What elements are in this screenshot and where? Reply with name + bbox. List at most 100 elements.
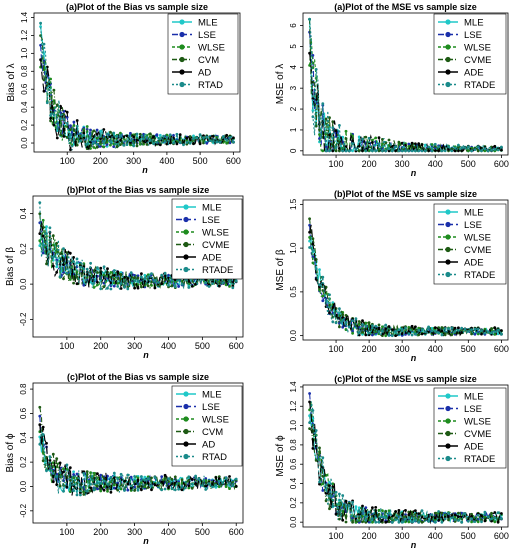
series-point-cvm — [55, 457, 59, 460]
series-point-cvme — [311, 237, 315, 241]
series-point-rtade — [473, 520, 477, 523]
series-point-rtade — [470, 149, 473, 153]
series-point-rtade — [404, 326, 407, 330]
series-point-ad — [148, 141, 152, 145]
series-point-wlse — [308, 64, 311, 67]
series-point-cvme — [387, 138, 391, 142]
series-point-rtade — [314, 68, 318, 71]
x-tick-label: 600 — [494, 531, 509, 541]
series-point-rtade — [374, 149, 378, 153]
series-point-rtad — [65, 463, 69, 467]
series-point-ade — [433, 149, 437, 152]
series-point-mle — [192, 134, 195, 138]
series-point-rtad — [150, 484, 153, 488]
series-point-rtade — [397, 149, 401, 153]
y-tick-label: 4 — [289, 65, 298, 70]
series-point-rtade — [334, 490, 338, 494]
series-point-ade — [397, 509, 401, 512]
series-point-rtad — [146, 477, 150, 480]
series-point-wlse — [140, 481, 143, 484]
series-point-rtad — [89, 482, 92, 486]
x-axis-label: n — [411, 168, 417, 178]
x-tick-label: 600 — [229, 341, 244, 351]
series-point-ad — [165, 142, 169, 146]
x-tick-label: 600 — [226, 156, 241, 166]
series-point-ad — [96, 472, 99, 475]
series-point-rtade — [450, 516, 454, 520]
y-tick-label: 0.0 — [289, 516, 298, 528]
y-axis-label: MSE of ϕ — [275, 435, 286, 477]
x-axis-label: n — [411, 540, 417, 550]
series-point-ade — [187, 279, 191, 283]
legend-swatch-marker — [445, 443, 451, 449]
series-point-cvme — [443, 333, 447, 337]
series-point-cvm — [180, 478, 184, 481]
series-point-ade — [414, 509, 417, 512]
x-tick-label: 200 — [362, 344, 377, 354]
panel-bias-lambda: (a)Plot of the Bias vs sample size 100 200… — [6, 2, 241, 175]
y-tick-label: 6 — [289, 23, 298, 28]
legend-swatch-marker — [445, 455, 451, 462]
series-point-ade — [361, 504, 364, 508]
series-point-ade — [493, 326, 497, 330]
series-point-rtad — [85, 489, 89, 493]
legend-swatch-marker — [445, 69, 451, 75]
series-point-cvme — [344, 137, 348, 140]
series-point-rtade — [156, 281, 160, 284]
series-point-rtade — [321, 102, 325, 106]
panel-mse-phi: (c)Plot of the MSE vs sample size 100 200 3… — [275, 374, 509, 550]
series-point-cvme — [417, 515, 421, 519]
series-point-ad — [39, 58, 42, 62]
series-point-ade — [357, 144, 361, 148]
series-point-lse — [72, 473, 75, 476]
legend-entry-cvme: CVME — [202, 240, 229, 251]
series-point-rtad — [105, 132, 109, 136]
x-tick-label: 400 — [428, 531, 443, 541]
series-point-rtade — [364, 324, 368, 328]
series-point-rtade — [500, 517, 503, 520]
x-tick-label: 300 — [395, 159, 410, 169]
series-point-rtade — [387, 334, 391, 337]
series-point-rtade — [341, 319, 345, 322]
series-point-rtade — [308, 246, 311, 249]
series-point-rtade — [65, 271, 69, 275]
series-point-rtade — [394, 145, 397, 149]
series-point-cvme — [476, 149, 480, 153]
series-point-lse — [133, 485, 137, 489]
series-point-ad — [198, 142, 202, 146]
series-point-rtade — [48, 226, 52, 230]
legend-entry-cvme: CVME — [464, 55, 491, 66]
series-point-rtad — [178, 141, 182, 144]
series-point-ad — [185, 136, 189, 140]
series-point-rtad — [177, 487, 181, 491]
series-point-ad — [82, 131, 86, 135]
series-point-rtade — [204, 281, 208, 285]
series-point-cvme — [38, 212, 42, 216]
series-point-rtade — [400, 149, 404, 153]
panel-title: (a)Plot of the Bias vs sample size — [66, 2, 208, 12]
series-point-cvme — [328, 116, 331, 120]
series-point-cvm — [59, 133, 62, 137]
legend-swatch-marker — [183, 266, 189, 273]
series-point-cvme — [133, 276, 137, 280]
series-point-ad — [192, 142, 195, 146]
x-tick-label: 200 — [362, 159, 377, 169]
x-tick-label: 300 — [395, 531, 410, 541]
series-point-cvm — [217, 475, 221, 478]
legend-swatch-marker — [445, 19, 451, 25]
series-point-rtad — [102, 140, 106, 144]
y-tick-label: 0.8 — [20, 65, 29, 77]
series-point-rtade — [51, 255, 55, 259]
series-point-cvm — [72, 128, 76, 132]
series-point-cvm — [51, 452, 55, 456]
x-tick-label: 300 — [127, 527, 142, 537]
series-point-wlse — [453, 515, 457, 519]
x-axis-label: n — [142, 165, 148, 175]
series-point-rtade — [119, 282, 123, 285]
series-point-wlse — [387, 509, 391, 513]
series-point-lse — [133, 274, 137, 277]
legend-entry-rtade: RTADE — [464, 454, 495, 465]
series-point-ade — [126, 277, 130, 280]
series-point-lse — [72, 120, 76, 124]
x-tick-label: 200 — [93, 156, 108, 166]
